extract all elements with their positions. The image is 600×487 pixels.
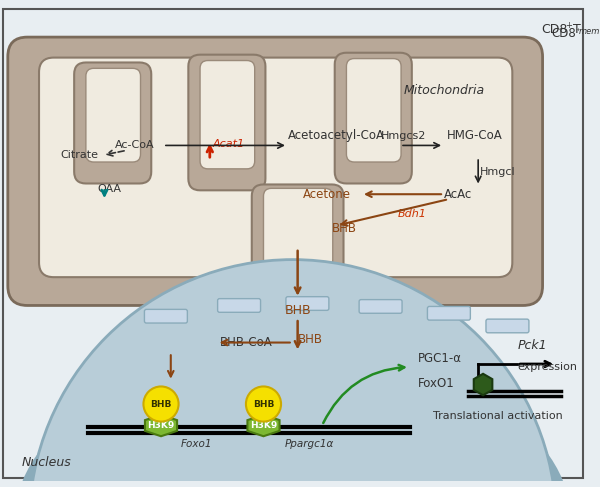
Text: BHB: BHB — [332, 222, 357, 235]
Text: Hmgcl: Hmgcl — [480, 167, 516, 177]
Text: +: + — [565, 20, 572, 30]
FancyBboxPatch shape — [86, 68, 140, 162]
FancyBboxPatch shape — [263, 188, 333, 267]
FancyBboxPatch shape — [8, 37, 542, 305]
Wedge shape — [29, 260, 556, 487]
Text: CD8: CD8 — [551, 27, 576, 40]
FancyBboxPatch shape — [486, 319, 529, 333]
FancyBboxPatch shape — [74, 62, 151, 184]
FancyBboxPatch shape — [188, 55, 265, 190]
Text: BHB: BHB — [284, 303, 311, 317]
FancyBboxPatch shape — [346, 58, 401, 162]
Text: Acat1: Acat1 — [213, 139, 245, 150]
FancyBboxPatch shape — [335, 53, 412, 184]
FancyBboxPatch shape — [39, 57, 512, 277]
Text: OAA: OAA — [98, 185, 122, 194]
Text: Ppargc1α: Ppargc1α — [285, 439, 334, 449]
Text: expression: expression — [517, 362, 577, 372]
Text: BHB: BHB — [253, 399, 274, 409]
FancyBboxPatch shape — [3, 9, 583, 478]
Text: H3K9: H3K9 — [148, 421, 175, 430]
FancyBboxPatch shape — [359, 300, 402, 313]
Text: AcAc: AcAc — [444, 187, 472, 201]
FancyBboxPatch shape — [145, 309, 187, 323]
Text: Acetone: Acetone — [302, 187, 350, 201]
Text: Nucleus: Nucleus — [22, 456, 71, 469]
Text: Translational activation: Translational activation — [433, 411, 563, 421]
FancyBboxPatch shape — [218, 299, 260, 312]
Text: mem: mem — [578, 27, 600, 37]
FancyBboxPatch shape — [427, 306, 470, 320]
Polygon shape — [474, 374, 493, 395]
Text: Acetoacetyl-CoA: Acetoacetyl-CoA — [288, 130, 385, 143]
FancyBboxPatch shape — [200, 60, 254, 169]
Polygon shape — [145, 415, 177, 436]
Circle shape — [246, 387, 281, 422]
Text: HMG-CoA: HMG-CoA — [447, 130, 503, 143]
Text: Ac-CoA: Ac-CoA — [115, 140, 155, 150]
Text: BHB: BHB — [298, 333, 323, 346]
Text: PGC1-α: PGC1-α — [418, 352, 461, 365]
Text: Pck1: Pck1 — [517, 339, 547, 352]
FancyBboxPatch shape — [252, 185, 344, 286]
Circle shape — [143, 387, 179, 422]
Text: BHB: BHB — [151, 399, 172, 409]
Text: FoxO1: FoxO1 — [418, 377, 454, 390]
Text: Mitochondria: Mitochondria — [404, 84, 485, 97]
Text: BHB-CoA: BHB-CoA — [220, 336, 272, 349]
Text: Bdh1: Bdh1 — [398, 209, 427, 219]
Text: H3K9: H3K9 — [250, 421, 277, 430]
Polygon shape — [247, 415, 280, 436]
Text: ⁺: ⁺ — [576, 27, 580, 37]
Text: Foxo1: Foxo1 — [181, 439, 212, 449]
FancyBboxPatch shape — [286, 297, 329, 310]
Text: Hmgcs2: Hmgcs2 — [380, 131, 426, 141]
Text: T: T — [569, 23, 581, 37]
Text: CD8: CD8 — [542, 23, 568, 37]
Text: Citrate: Citrate — [61, 150, 98, 160]
